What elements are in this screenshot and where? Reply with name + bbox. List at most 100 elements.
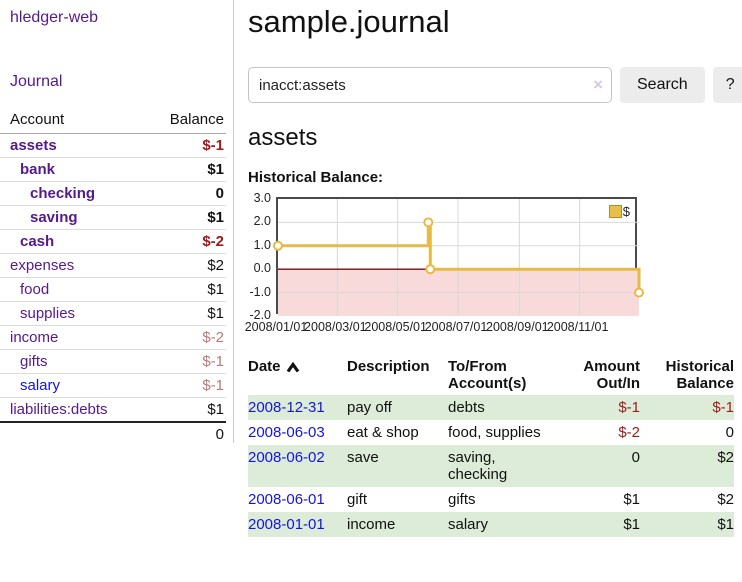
- transaction-balance: $2: [717, 449, 734, 466]
- search-input[interactable]: [248, 67, 612, 103]
- account-row: food $1: [0, 277, 226, 302]
- sidebar-item-journal[interactable]: Journal: [10, 73, 63, 90]
- transaction-description: save: [347, 449, 379, 466]
- transaction-date-link[interactable]: 2008-12-31: [248, 399, 325, 416]
- chart-legend: $: [608, 204, 630, 219]
- account-link-salary[interactable]: salary: [20, 377, 61, 394]
- account-row: saving $1: [0, 205, 226, 230]
- accounts-header-account: Account: [0, 107, 148, 134]
- transaction-date-link[interactable]: 2008-06-01: [248, 491, 325, 508]
- register-header-row: Date Description To/From Account(s) Amou…: [248, 355, 734, 395]
- account-link-gifts[interactable]: gifts: [20, 353, 48, 370]
- transaction-description: eat & shop: [347, 424, 419, 441]
- register-header-description: Description: [347, 358, 430, 375]
- sidebar-divider: [233, 0, 234, 443]
- accounts-total-row: 0: [0, 421, 226, 446]
- account-link-liabilities-debts[interactable]: liabilities:debts: [10, 401, 108, 418]
- page-title: sample.journal: [248, 4, 450, 39]
- account-balance: $1: [147, 277, 226, 302]
- register-header-balance: Historical Balance: [665, 358, 734, 392]
- transaction-amount: $1: [623, 516, 640, 533]
- chart-x-tick-label: 2008/09/01: [486, 320, 549, 334]
- transaction-balance: $2: [717, 491, 734, 508]
- account-link-supplies[interactable]: supplies: [20, 305, 76, 322]
- search-button[interactable]: Search: [620, 67, 705, 103]
- legend-swatch-icon: [608, 205, 622, 218]
- transaction-accounts: saving, checking: [448, 449, 508, 483]
- account-balance: $1: [147, 157, 226, 182]
- account-link-food[interactable]: food: [20, 281, 50, 298]
- help-button[interactable]: ?: [712, 67, 742, 103]
- register-header-date: Date: [248, 358, 281, 375]
- account-heading: assets: [248, 124, 318, 151]
- chart-y-tick-label: 2.0: [253, 214, 271, 229]
- register-row: 2008-12-31 pay off debts $-1 $-1: [248, 395, 734, 420]
- account-balance: $2: [147, 253, 226, 278]
- brand-link[interactable]: hledger-web: [10, 9, 99, 26]
- account-balance: $-1: [147, 373, 226, 398]
- accounts-header-balance: Balance: [147, 107, 226, 134]
- chart-x-tick-label: 2008/01/01: [244, 320, 308, 334]
- account-balance: $-2: [147, 229, 226, 254]
- transaction-amount: $-1: [618, 399, 640, 416]
- accounts-total: 0: [147, 421, 226, 446]
- chart-x-tick-label: 2008/03/01: [304, 320, 367, 334]
- account-link-bank[interactable]: bank: [20, 161, 56, 178]
- chart-y-tick-label: -2.0: [249, 308, 271, 322]
- legend-label: $: [622, 204, 630, 219]
- sort-by-date[interactable]: Date: [248, 358, 300, 375]
- register-row: 2008-06-02 save saving, checking 0 $2: [248, 445, 734, 487]
- account-row: liabilities:debts $1: [0, 397, 226, 422]
- account-row: assets $-1: [0, 133, 226, 158]
- chart-x-tick-label: 2008/05/01: [364, 320, 427, 334]
- account-link-cash[interactable]: cash: [20, 233, 55, 250]
- transaction-description: pay off: [347, 399, 392, 416]
- search-form: × Search ?: [248, 67, 742, 103]
- chart-x-axis: 2008/01/01 2008/03/01 2008/05/01 2008/07/01…: [245, 320, 734, 335]
- account-row: bank $1: [0, 157, 226, 182]
- transaction-accounts: gifts: [448, 491, 476, 508]
- transaction-description: gift: [347, 491, 368, 508]
- chart-y-tick-label: 1.0: [253, 237, 271, 252]
- chart-x-tick-label: 2008/11/01: [546, 320, 609, 334]
- transaction-accounts: salary: [448, 516, 489, 533]
- account-row: expenses $2: [0, 253, 226, 278]
- transaction-amount: $-2: [618, 424, 640, 441]
- account-balance: $1: [147, 205, 226, 230]
- register-row: 2008-06-03 eat & shop food, supplies $-2…: [248, 420, 734, 445]
- transaction-balance: 0: [725, 424, 734, 441]
- accounts-table: Account Balance assets $-1 bank $1 check…: [0, 107, 226, 446]
- account-balance: $-1: [147, 133, 226, 158]
- chart-heading: Historical Balance:: [248, 169, 384, 186]
- accounts-header-row: Account Balance: [0, 107, 226, 134]
- sidebar: hledger-web Journal Account Balance asse…: [0, 0, 233, 446]
- account-link-saving[interactable]: saving: [30, 209, 78, 226]
- transaction-amount: 0: [631, 449, 640, 466]
- register-row: 2008-06-01 gift gifts $1 $2: [248, 487, 734, 512]
- transaction-date-link[interactable]: 2008-06-03: [248, 424, 325, 441]
- chart-y-tick-label: -1.0: [249, 284, 271, 299]
- register-table: Date Description To/From Account(s) Amou…: [248, 355, 734, 537]
- chart-y-axis: 3.0 2.0 1.0 0.0 -1.0 -2.0: [248, 191, 272, 322]
- chart-y-tick-label: 0.0: [253, 261, 271, 276]
- register-header-amount: Amount Out/In: [583, 358, 640, 392]
- account-row: salary $-1: [0, 373, 226, 398]
- transaction-date-link[interactable]: 2008-01-01: [248, 516, 325, 533]
- chart-x-tick-label: 2008/07/01: [424, 320, 488, 334]
- register-header-accounts: To/From Account(s): [448, 358, 527, 392]
- account-link-income[interactable]: income: [10, 329, 59, 346]
- account-balance: $-1: [147, 349, 226, 374]
- account-balance: $1: [147, 397, 226, 422]
- transaction-balance: $1: [717, 516, 734, 533]
- account-row: cash $-2: [0, 229, 226, 254]
- account-link-assets[interactable]: assets: [10, 137, 57, 154]
- clear-search-icon[interactable]: ×: [593, 75, 603, 94]
- transaction-balance: $-1: [712, 399, 734, 416]
- account-link-checking[interactable]: checking: [30, 185, 96, 202]
- register-row: 2008-01-01 income salary $1 $1: [248, 512, 734, 537]
- sort-ascending-icon: [286, 362, 299, 373]
- balance-chart: 3.0 2.0 1.0 0.0 -1.0 -2.0 $ 2008/01/01 2008/03…: [245, 191, 734, 339]
- account-link-expenses[interactable]: expenses: [10, 257, 75, 274]
- transaction-amount: $1: [623, 491, 640, 508]
- transaction-date-link[interactable]: 2008-06-02: [248, 449, 325, 466]
